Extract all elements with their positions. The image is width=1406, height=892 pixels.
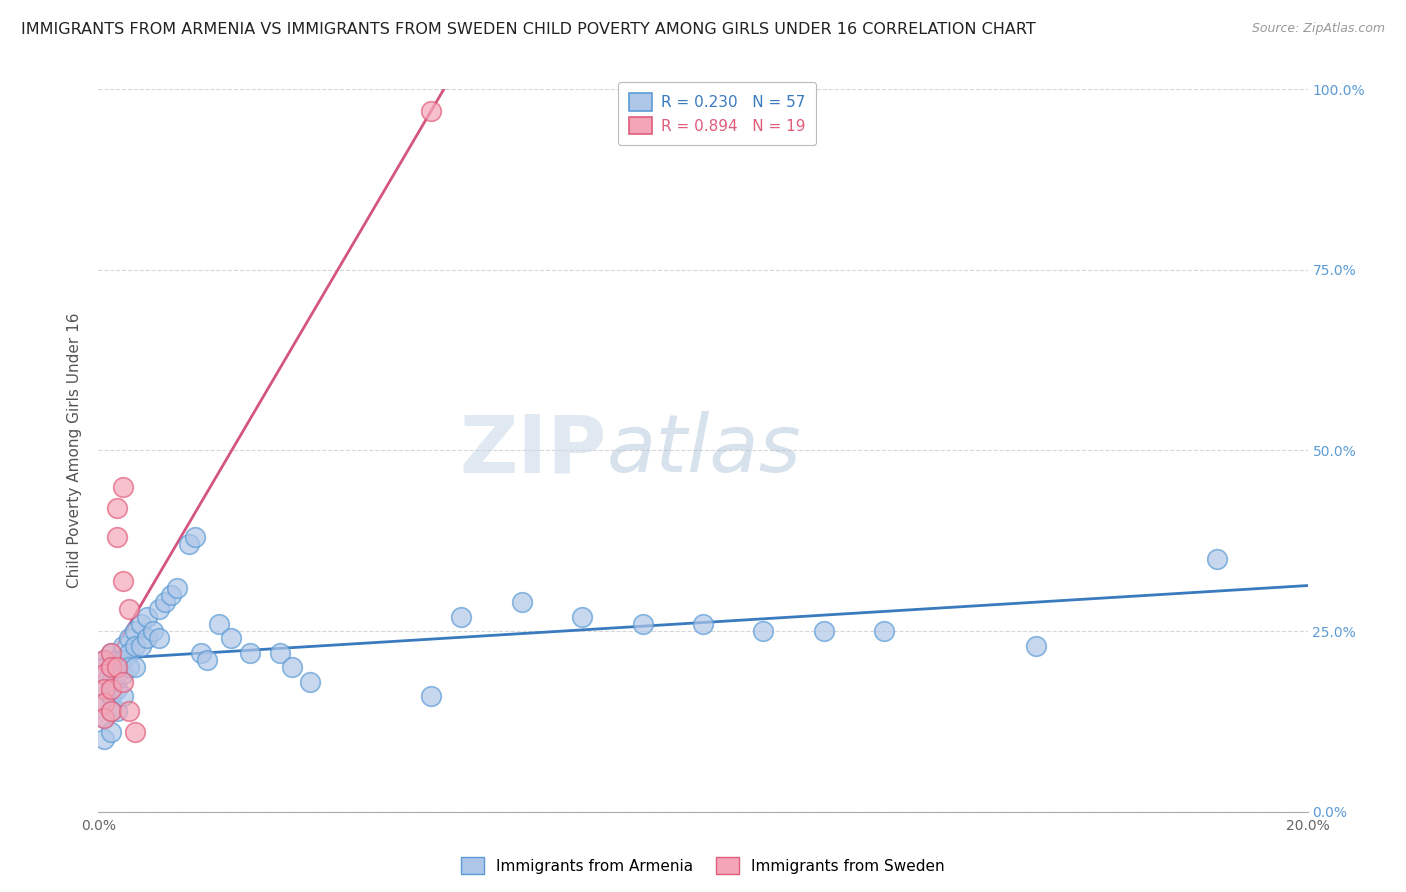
Point [93, 653, 115, 667]
Point [166, 581, 188, 595]
Point [100, 674, 122, 689]
Point [450, 609, 472, 624]
Y-axis label: Child Poverty Among Girls Under 16: Child Poverty Among Girls Under 16 [67, 313, 83, 588]
Point [100, 681, 122, 696]
Legend: R = 0.230   N = 57, R = 0.894   N = 19: R = 0.230 N = 57, R = 0.894 N = 19 [619, 82, 817, 145]
Point [148, 602, 170, 616]
Point [124, 624, 146, 639]
Point [160, 588, 183, 602]
Point [100, 646, 122, 660]
Point [111, 667, 134, 681]
Point [129, 639, 152, 653]
Point [111, 574, 134, 588]
Point [510, 595, 533, 609]
Point [93, 653, 115, 667]
Point [111, 653, 134, 667]
Point [281, 660, 304, 674]
Point [813, 624, 835, 639]
Point [118, 632, 141, 646]
Point [1206, 551, 1229, 566]
Point [190, 646, 212, 660]
Text: Source: ZipAtlas.com: Source: ZipAtlas.com [1251, 22, 1385, 36]
Point [179, 537, 201, 551]
Point [105, 704, 128, 718]
Text: atlas: atlas [606, 411, 801, 490]
Point [299, 674, 322, 689]
Point [153, 595, 176, 609]
Point [105, 530, 128, 544]
Point [129, 616, 152, 631]
Point [93, 681, 115, 696]
Point [135, 609, 157, 624]
Point [420, 689, 443, 703]
Point [118, 602, 141, 616]
Point [100, 660, 122, 674]
Point [111, 639, 134, 653]
Point [752, 624, 775, 639]
Point [111, 674, 134, 689]
Point [93, 696, 115, 710]
Point [111, 689, 134, 703]
Point [124, 725, 146, 739]
Point [105, 653, 128, 667]
Point [184, 530, 207, 544]
Point [93, 667, 115, 681]
Point [631, 616, 654, 631]
Point [221, 632, 243, 646]
Point [124, 660, 146, 674]
Point [148, 632, 170, 646]
Point [239, 646, 262, 660]
Point [124, 639, 146, 653]
Point [135, 632, 157, 646]
Point [118, 660, 141, 674]
Point [873, 624, 896, 639]
Point [100, 704, 122, 718]
Point [100, 660, 122, 674]
Point [1024, 639, 1046, 653]
Point [100, 689, 122, 703]
Point [93, 667, 115, 681]
Point [208, 616, 231, 631]
Point [195, 653, 218, 667]
Text: ZIP: ZIP [458, 411, 606, 490]
Point [105, 667, 128, 681]
Text: IMMIGRANTS FROM ARMENIA VS IMMIGRANTS FROM SWEDEN CHILD POVERTY AMONG GIRLS UNDE: IMMIGRANTS FROM ARMENIA VS IMMIGRANTS FR… [21, 22, 1036, 37]
Point [105, 660, 128, 674]
Point [118, 704, 141, 718]
Point [142, 624, 165, 639]
Point [105, 501, 128, 516]
Point [571, 609, 593, 624]
Point [100, 725, 122, 739]
Point [269, 646, 291, 660]
Point [93, 711, 115, 725]
Point [118, 646, 141, 660]
Point [100, 646, 122, 660]
Point [93, 681, 115, 696]
Point [692, 616, 714, 631]
Point [111, 480, 134, 494]
Point [93, 732, 115, 747]
Point [93, 696, 115, 710]
Point [93, 711, 115, 725]
Point [105, 681, 128, 696]
Legend: Immigrants from Armenia, Immigrants from Sweden: Immigrants from Armenia, Immigrants from… [456, 851, 950, 880]
Point [420, 103, 443, 118]
Point [100, 704, 122, 718]
